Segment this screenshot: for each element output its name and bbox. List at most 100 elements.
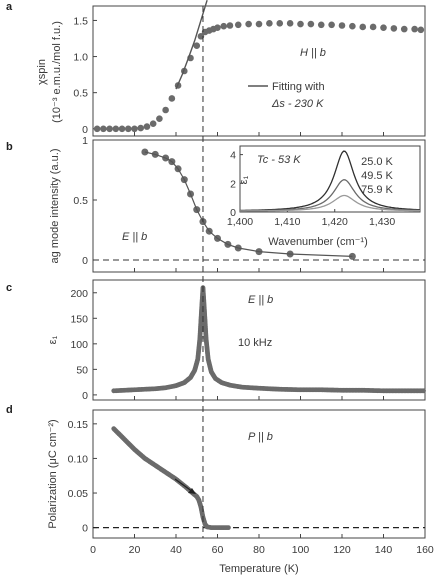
x-axis-label: Temperature (K) — [219, 563, 298, 575]
panel-b-ylabel: ag mode intensity (a.u.) — [49, 149, 61, 264]
panel-a-data-point — [349, 22, 356, 30]
panel-label-d: d — [6, 404, 13, 416]
panel-a-data-point — [369, 23, 377, 31]
panel-a-data-point — [137, 124, 145, 132]
panel-a-data-point — [317, 21, 325, 29]
panel-a-data-point — [112, 125, 120, 133]
panel-a-data-point — [131, 125, 138, 133]
y-tick-label: 0.5 — [73, 88, 88, 100]
panel-c-ylabel: ε₁ — [47, 335, 59, 344]
inset-curve — [240, 194, 420, 212]
inset-y-tick-label: 4 — [230, 150, 236, 162]
inset-x-tick-label: 1,400 — [227, 216, 253, 228]
x-tick-label: 140 — [375, 544, 393, 556]
panel-a-data-point — [411, 25, 418, 33]
panel-b-connecting-line — [144, 151, 353, 257]
inset-y-tick-label: 0 — [230, 207, 236, 219]
panel-a-data-point — [286, 20, 294, 27]
y-tick-label: 100 — [70, 339, 88, 351]
x-tick-label: 20 — [129, 544, 141, 556]
panel-a-data-point — [276, 20, 284, 27]
panel-d-ylabel: Polarization (μC cm⁻²) — [47, 419, 59, 528]
panel-a-data-point — [214, 24, 221, 31]
y-tick-label: 0 — [82, 124, 88, 136]
x-tick-label: 60 — [212, 544, 224, 556]
y-tick-label: 1.0 — [73, 52, 88, 64]
panel-d-arrow-shaft — [174, 478, 194, 493]
panel-a-field-annotation: H || b — [300, 47, 326, 59]
panel-a-data-point — [162, 106, 169, 114]
panel-b-field-annotation: E || b — [122, 231, 147, 243]
panel-a-data-point — [297, 20, 304, 28]
inset-tc-label: Tc - 53 K — [257, 154, 301, 166]
panel-d-field-annotation: P || b — [248, 431, 273, 443]
x-tick-label: 40 — [170, 544, 182, 556]
panel-label-b: b — [6, 141, 13, 153]
x-tick-label: 100 — [292, 544, 310, 556]
panel-a-data-point — [106, 125, 113, 133]
panel-a: 00.51.01.5 χspin (10⁻³ e.m.u./mol f.u.) … — [36, 0, 426, 137]
inset-xlabel: Wavenumber (cm⁻¹) — [268, 236, 368, 248]
panel-a-data-point — [245, 20, 252, 28]
panel-a-data-point — [390, 25, 398, 32]
panel-c: 0 50 100 150 200 ε₁ E || b 10 kHz — [47, 279, 426, 402]
y-tick-label: 0.05 — [68, 488, 89, 500]
panel-a-fit-curve — [175, 0, 208, 90]
panel-c-field-annotation: E || b — [248, 294, 273, 306]
y-tick-label: 150 — [70, 313, 88, 325]
panel-d-arrow-head — [188, 488, 196, 494]
panel-d: 0 0.05 0.10 0.15 Polarization (μC cm⁻²) P |… — [47, 409, 426, 539]
panel-a-data-point — [234, 21, 242, 29]
panel-c-frequency-annotation: 10 kHz — [238, 337, 272, 349]
panel-a-data-point — [124, 125, 132, 133]
inset-x-tick-label: 1,420 — [322, 216, 348, 228]
inset-x-tick-label: 1,410 — [274, 216, 300, 228]
panel-a-data-point — [156, 115, 163, 122]
panel-a-ylabel-line1: χspin — [36, 59, 48, 85]
x-tick-label: 80 — [253, 544, 265, 556]
panel-a-data-point — [266, 20, 273, 27]
panel-a-data-point — [93, 125, 101, 133]
y-tick-label: 0.15 — [68, 419, 89, 431]
panel-a-data-point — [220, 22, 228, 30]
x-tick-label: 160 — [416, 544, 434, 556]
inset-frame — [239, 145, 421, 213]
panel-label-c: c — [6, 282, 12, 294]
panel-a-data-point — [417, 26, 425, 34]
y-tick-label: 0.10 — [68, 453, 89, 465]
panel-a-data-point — [193, 42, 201, 50]
x-tick-label: 0 — [90, 544, 96, 556]
inset-legend-entry: 49.5 K — [361, 170, 393, 182]
panel-a-data-point — [226, 22, 234, 29]
y-tick-label: 1.5 — [73, 15, 88, 27]
y-tick-label: 0.5 — [73, 195, 88, 207]
y-tick-label: 0 — [82, 390, 88, 402]
inset-y-tick-label: 2 — [230, 178, 236, 190]
inset-legend-entry: 75.9 K — [361, 184, 393, 196]
panel-a-data-point — [380, 24, 387, 31]
panel-c-data-point — [421, 388, 426, 394]
panel-label-a: a — [6, 1, 13, 13]
panel-a-data-point — [400, 25, 408, 33]
panel-a-data-point — [359, 23, 367, 31]
panel-b-inset: 0 2 4 1,400 1,410 1,420 1,430 ε₁ Tc - 53 K 25.… — [227, 144, 423, 248]
inset-legend-entry: 25.0 K — [361, 156, 393, 168]
y-tick-label: 0 — [82, 523, 88, 535]
panel-a-data-point — [118, 125, 126, 133]
panel-a-data-point — [328, 21, 335, 29]
y-tick-label: 0 — [82, 255, 88, 267]
panel-d-data-point — [225, 525, 231, 531]
y-tick-label: 1 — [82, 135, 88, 147]
panel-a-data-point — [338, 22, 346, 29]
inset-ylabel: ε₁ — [238, 175, 250, 184]
panel-a-ylabel-line2: (10⁻³ e.m.u./mol f.u.) — [51, 21, 63, 123]
x-tick-label: 120 — [333, 544, 351, 556]
panel-a-data-point — [168, 95, 176, 102]
panel-d-frame — [92, 409, 426, 539]
panel-a-data-point — [255, 20, 263, 28]
panel-a-data-point — [307, 20, 315, 28]
panel-a-legend-text-2: Δs - 230 K — [271, 98, 324, 110]
inset-x-tick-label: 1,430 — [369, 216, 395, 228]
panel-b: 0 0.5 1 ag mode intensity (a.u.) E || b 0 2… — [49, 135, 426, 273]
